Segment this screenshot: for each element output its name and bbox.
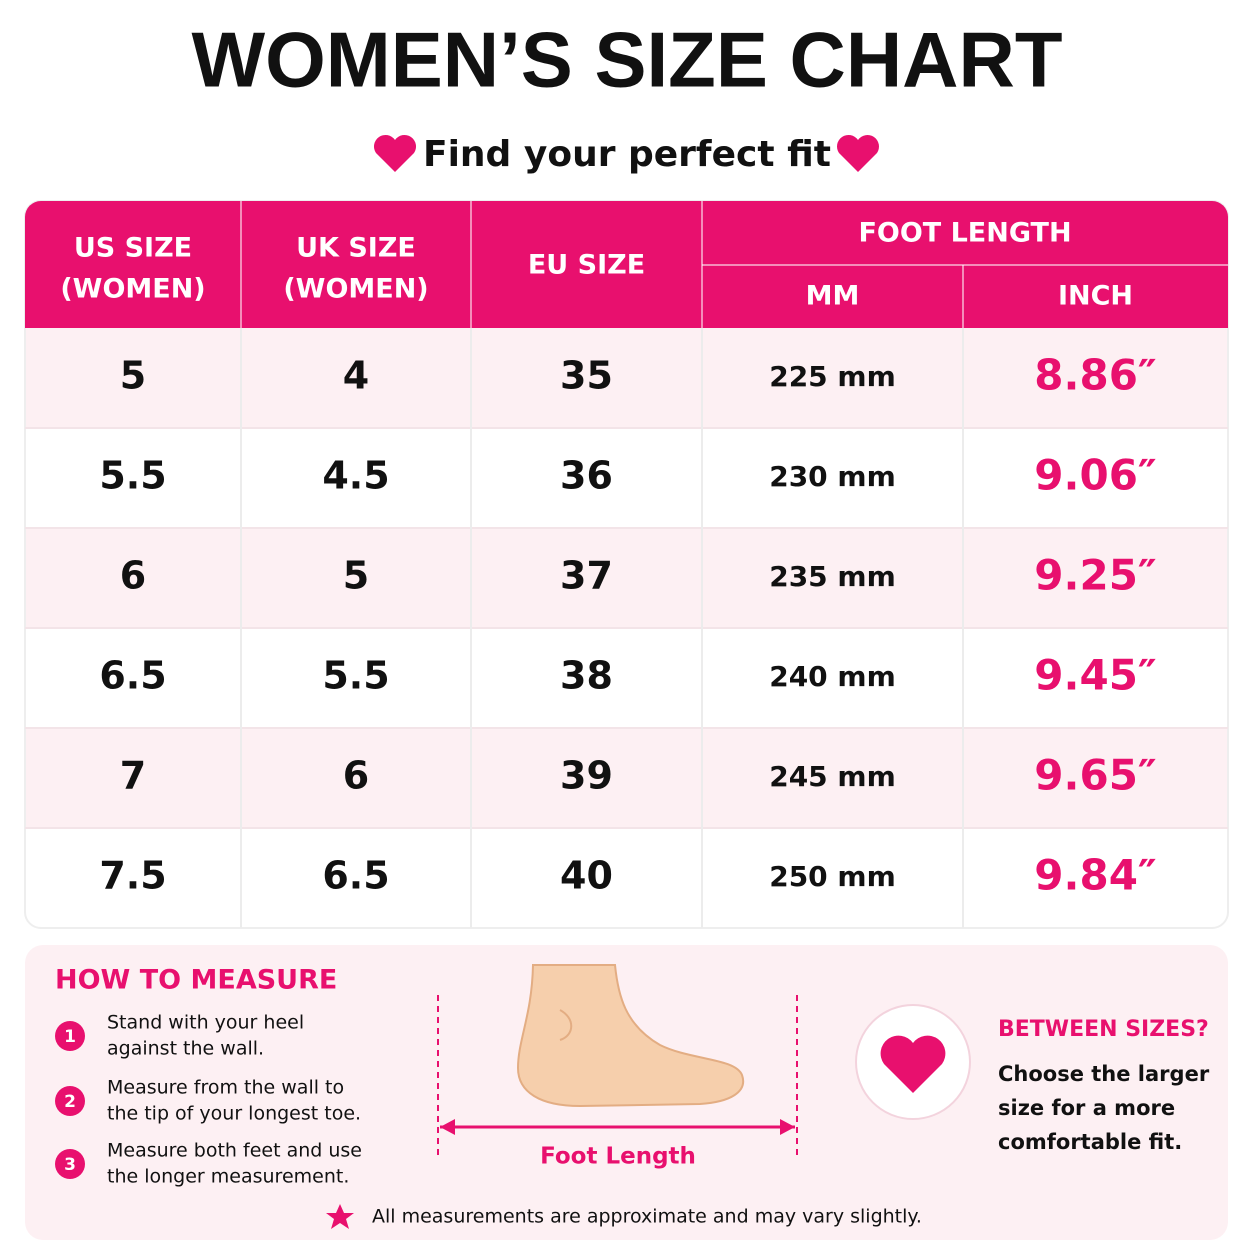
between-text: Choose the larger size for a more comforta… [998, 1062, 1210, 1154]
column-header: US SIZE [74, 233, 192, 264]
step-text: against the wall. [107, 1038, 264, 1060]
heart-icon [836, 134, 880, 172]
column-header: EU SIZE [528, 250, 645, 281]
row-background [26, 728, 1227, 828]
step-text: the tip of your longest toe. [107, 1103, 361, 1125]
step-badge [55, 1021, 85, 1051]
foot-diagram: Foot Length [437, 964, 798, 1170]
measure-title: HOW TO MEASURE [55, 965, 337, 996]
table-cell: 250 mm [769, 860, 896, 893]
table-cell: 6.5 [322, 854, 389, 898]
foot [516, 964, 745, 1108]
table-cell: 5 [343, 554, 369, 598]
table-cell: 245 mm [769, 760, 896, 793]
table-cell: 240 mm [769, 660, 896, 693]
table-cell: 37 [560, 554, 613, 598]
table-cell: 9.84″ [1034, 851, 1156, 900]
table-cell: 9.06″ [1034, 451, 1156, 500]
subtitle: Find your perfect fit [423, 134, 831, 175]
step-number: 3 [64, 1155, 76, 1175]
table-cell: 230 mm [769, 460, 896, 493]
step-number: 1 [64, 1027, 76, 1047]
heart-icon [880, 1035, 946, 1093]
column-header: MM [806, 281, 860, 312]
column-header: (WOMEN) [283, 274, 428, 305]
table-cell: 38 [560, 654, 613, 698]
step-text: Measure both feet and use [107, 1140, 362, 1162]
table-cell: 5.5 [99, 454, 166, 498]
footnote: All measurements are approximate and may… [372, 1206, 922, 1228]
step-badge [55, 1086, 85, 1116]
table-cell: 7.5 [99, 854, 166, 898]
table-cell: 36 [560, 454, 613, 498]
diagram-label: Foot Length [540, 1144, 696, 1170]
table-cell: 35 [560, 354, 613, 398]
table-header [25, 201, 1228, 328]
between-line: Choose the larger [998, 1062, 1210, 1086]
table-cell: 9.45″ [1034, 651, 1156, 700]
steps: 1 Stand with your heel against the wall. 2 M… [55, 1012, 362, 1188]
heart-icon [373, 134, 417, 172]
table-cell: 39 [560, 754, 613, 798]
table-cell: 5 [120, 354, 146, 398]
table-cell: 235 mm [769, 560, 896, 593]
step-badge [55, 1149, 85, 1179]
between-line: comfortable fit. [998, 1130, 1182, 1154]
table-cell: 9.25″ [1034, 551, 1156, 600]
step-text: Stand with your heel [107, 1012, 304, 1034]
step-number: 2 [64, 1092, 76, 1112]
column-header: INCH [1058, 281, 1133, 312]
table-cell: 8.86″ [1034, 351, 1156, 400]
table-cell: 7 [120, 754, 146, 798]
step-text: Measure from the wall to [107, 1077, 344, 1099]
column-header: UK SIZE [296, 233, 416, 264]
column-header: (WOMEN) [60, 274, 205, 305]
between-line: size for a more [998, 1096, 1175, 1120]
table-cell: 5.5 [322, 654, 389, 698]
table-cell: 225 mm [769, 360, 896, 393]
between-title: BETWEEN SIZES? [998, 1017, 1209, 1042]
step-text: the longer measurement. [107, 1166, 349, 1188]
row-background [26, 528, 1227, 628]
column-header: FOOT LENGTH [858, 218, 1071, 249]
table-cell: 40 [560, 854, 613, 898]
title: WOMEN’S SIZE CHART [192, 16, 1063, 104]
table-cell: 4.5 [322, 454, 389, 498]
star-icon [326, 1204, 354, 1229]
table-cell: 6 [120, 554, 146, 598]
table-cell: 6.5 [99, 654, 166, 698]
size-table: US SIZE (WOMEN) UK SIZE (WOMEN) EU SIZE FOOT … [24, 200, 1229, 929]
ankle [559, 1009, 573, 1041]
row-background [26, 328, 1227, 428]
table-cell: 4 [343, 354, 369, 398]
table-cell: 6 [343, 754, 369, 798]
table-cell: 9.65″ [1034, 751, 1156, 800]
